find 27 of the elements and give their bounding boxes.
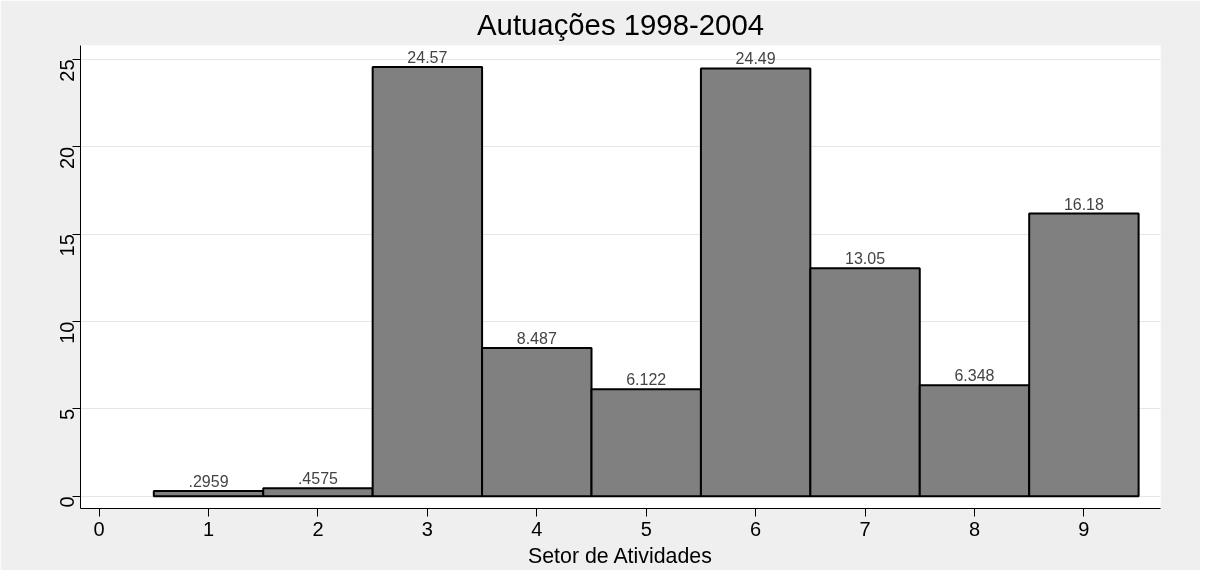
- data-label: .2959: [188, 473, 229, 491]
- x-tick-label: 7: [859, 517, 871, 540]
- x-tick-label: 9: [1078, 517, 1090, 540]
- x-tick-label: 2: [312, 517, 324, 540]
- data-label: .4575: [297, 470, 339, 488]
- y-tick-label: 15: [56, 234, 79, 257]
- y-tick-label: 5: [56, 408, 79, 421]
- y-tick-label: 20: [56, 146, 79, 170]
- data-label: 6.122: [626, 371, 667, 389]
- x-tick-label: 1: [202, 517, 215, 540]
- data-label: 6.348: [954, 367, 995, 385]
- x-tick-label: 6: [750, 517, 762, 540]
- data-label: 24.57: [407, 48, 448, 66]
- x-tick-label: 3: [421, 517, 433, 540]
- x-tick-label: 4: [531, 517, 543, 540]
- data-label: 24.49: [735, 50, 776, 68]
- y-tick-label: 10: [56, 321, 79, 344]
- data-label: 8.487: [516, 329, 557, 347]
- data-label: 16.18: [1063, 195, 1105, 213]
- x-tick-label: 0: [93, 517, 105, 540]
- data-label: 13.05: [845, 250, 886, 268]
- x-axis-title: Setor de Atividades: [528, 543, 712, 568]
- x-tick-label: 5: [640, 517, 652, 540]
- y-tick-label: 25: [56, 59, 79, 82]
- x-tick-label: 8: [968, 517, 981, 540]
- chart-title: Autuações 1998-2004: [477, 7, 764, 41]
- y-tick-label: 0: [56, 496, 79, 508]
